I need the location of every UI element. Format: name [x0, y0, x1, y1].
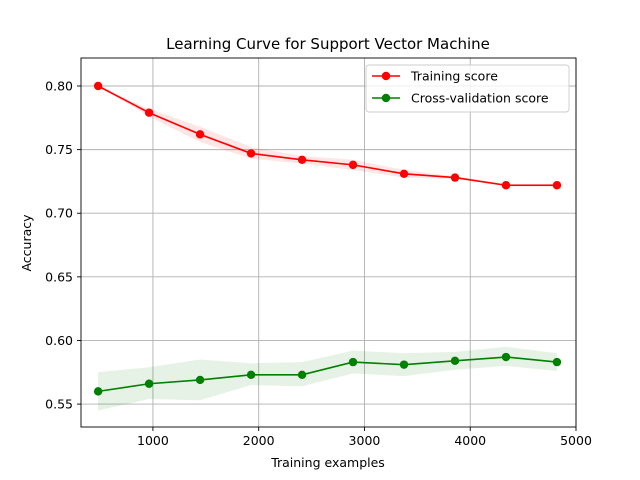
y-tick-label: 0.60	[45, 333, 73, 348]
training-score-point	[195, 130, 205, 139]
axes: 1000 2000 3000 4000 5000 0.55 0.60 0.65 0.70 0.75…	[45, 57, 592, 448]
training-score-point	[348, 160, 358, 170]
cross-validation-score-point	[93, 387, 103, 396]
x-tick-label: 5000	[560, 433, 592, 448]
y-axis-label: Accuracy	[19, 214, 34, 272]
cross-validation-score-point	[552, 357, 562, 367]
training-score-point	[450, 173, 460, 182]
cross-validation-score-band	[98, 346, 557, 411]
legend: Training score Cross-validation score	[365, 64, 570, 113]
y-tick-label: 0.80	[45, 78, 73, 93]
x-tick-label: 3000	[349, 433, 381, 448]
y-tick-label: 0.55	[45, 397, 73, 412]
x-axis-label: Training examples	[270, 455, 385, 470]
series-lines	[97, 85, 558, 393]
training-score-point	[501, 181, 511, 190]
training-score-point	[144, 108, 154, 117]
x-tick-label: 1000	[137, 433, 169, 448]
x-tick-label: 2000	[243, 433, 275, 448]
cross-validation-score-line	[98, 356, 558, 393]
legend-training-label: Training score	[410, 69, 498, 84]
chart-title: Learning Curve for Support Vector Machin…	[166, 35, 490, 53]
cross-validation-score-point	[144, 379, 154, 388]
confidence-bands	[98, 85, 557, 411]
legend-cross-validation-label: Cross-validation score	[411, 91, 549, 106]
cross-validation-score-point	[399, 360, 409, 369]
cross-validation-score-point	[501, 352, 511, 362]
training-score-line	[97, 85, 557, 187]
training-score-point	[552, 181, 562, 190]
cross-validation-score-point	[450, 356, 460, 366]
training-score-point	[246, 149, 256, 158]
y-tick-label: 0.70	[45, 206, 73, 221]
cross-validation-score-point	[348, 357, 358, 367]
training-score-point	[297, 155, 307, 164]
plot-frame	[80, 57, 577, 428]
data-points	[93, 81, 562, 396]
x-tick-label: 4000	[454, 433, 486, 448]
y-tick-label: 0.75	[45, 142, 73, 157]
legend-box	[365, 64, 570, 113]
cross-validation-score-point	[195, 375, 205, 385]
legend-training-swatch-marker	[381, 71, 391, 81]
training-score-point	[399, 169, 409, 178]
training-score-point	[93, 81, 103, 91]
y-tick-label: 0.65	[45, 269, 73, 284]
legend-cross-validation-swatch-marker	[381, 93, 391, 103]
cross-validation-score-point	[246, 370, 256, 380]
training-score-band	[98, 85, 557, 187]
cross-validation-score-point	[297, 370, 307, 380]
